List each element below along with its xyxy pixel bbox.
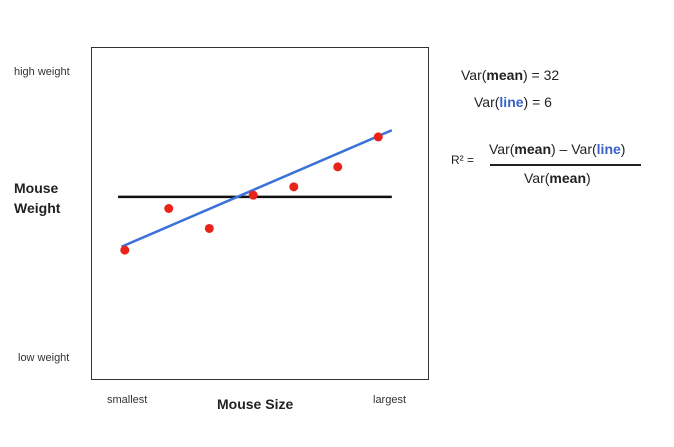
var-line-text: Var(line) = 6 — [474, 94, 552, 110]
y-tick-high: high weight — [14, 66, 70, 78]
data-points — [120, 132, 383, 255]
plot-frame — [91, 47, 429, 380]
x-axis-label: Mouse Size — [217, 396, 294, 412]
y-axis-label-line2: Weight — [14, 200, 61, 216]
x-tick-smallest: smallest — [107, 394, 148, 406]
data-point-7 — [373, 132, 383, 142]
y-axis-label-line1: Mouse — [14, 180, 59, 196]
data-point-3 — [204, 223, 214, 233]
x-tick-largest: largest — [373, 394, 407, 406]
y-axis-label: Mouse Weight — [14, 178, 60, 218]
data-point-6 — [333, 162, 343, 172]
data-point-5 — [289, 182, 299, 192]
r2-denominator: Var(mean) — [524, 170, 591, 186]
scatter-plot — [91, 47, 429, 380]
var-mean-text: Var(mean) = 32 — [461, 67, 560, 83]
fit-line — [120, 129, 393, 248]
r2-label: R² = — [451, 153, 475, 167]
fraction-bar — [490, 164, 641, 166]
data-point-4 — [248, 190, 258, 200]
data-point-2 — [164, 204, 174, 214]
y-tick-low: low weight — [18, 352, 70, 364]
r2-numerator: Var(mean) – Var(line) — [489, 141, 626, 157]
data-point-1 — [120, 245, 130, 255]
